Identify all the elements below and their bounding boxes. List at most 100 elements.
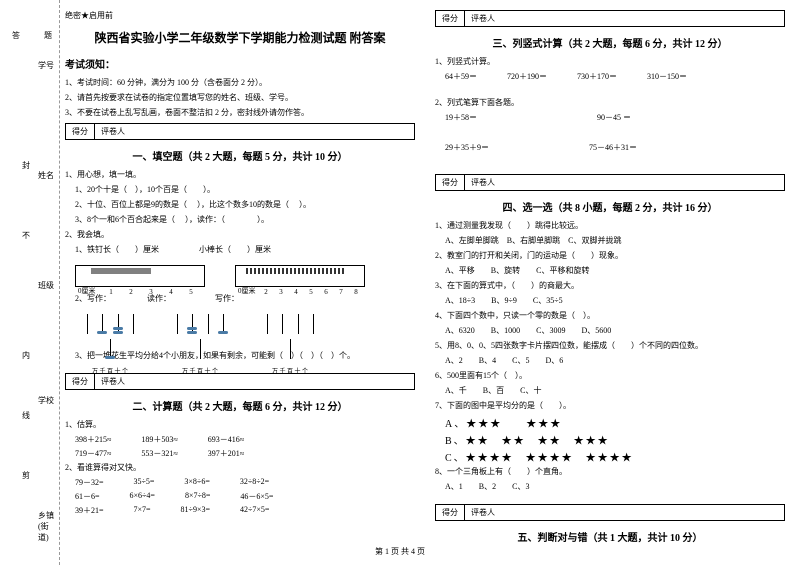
abacus-1: 万 千 百 十 个 (75, 314, 145, 344)
section-2-title: 二、计算题（共 2 大题，每题 6 分，共计 12 分） (65, 398, 415, 413)
score-box-2: 得分 评卷人 (65, 373, 415, 390)
s2-q2: 2、看谁算得对又快。 (65, 462, 415, 474)
s4-q1-opts: A、左脚单脚跳 B、右脚单脚跳 C、双脚并拢跳 (445, 235, 785, 247)
s4-q1: 1、通过测量我发现（ ）跳得比较远。 (435, 220, 785, 232)
s2-q2-r3-3: 81÷9×3= (181, 505, 210, 516)
score-box-1: 得分 评卷人 (65, 123, 415, 140)
abacus-2-labels: 万 千 百 十 个 (165, 366, 235, 375)
s2-q1-r2-1: 719－477≈ (75, 448, 111, 459)
score-label: 得分 (66, 124, 95, 139)
ruler-2-n4: 5 (309, 288, 313, 296)
s4-q8: 8、一个三角板上有（ ）个直角。 (435, 466, 785, 478)
binding-school-label: 乡镇(街道) (38, 510, 59, 543)
s4-q7: 7、下面的图中是平均分的是（ ）。 (435, 400, 785, 412)
binding-cut: 剪 (22, 470, 30, 481)
s2-q1-r1-2: 189＋503≈ (141, 434, 177, 445)
s2-q1-r1: 398＋215≈ 189＋503≈ 693－416≈ (75, 434, 415, 445)
ruler-2-n1: 2 (264, 288, 268, 296)
grader-label: 评卷人 (95, 124, 131, 139)
section-3-title: 三、列竖式计算（共 2 大题，每题 6 分，共计 12 分） (435, 35, 785, 50)
s4-q8-opts: A、1 B、2 C、3 (445, 481, 785, 493)
s2-q2-r3-4: 42÷7×5= (240, 505, 269, 516)
s2-q1: 1、估算。 (65, 419, 415, 431)
notice-3: 3、不要在试卷上乱写乱画，卷面不整洁扣 2 分，密封线外请勿作答。 (65, 107, 415, 118)
s2-q1-r1-1: 398＋215≈ (75, 434, 111, 445)
s2-q2-r2-1: 61－6= (75, 491, 100, 502)
ruler-1-unit: 0厘米 (78, 286, 96, 296)
s4-q6: 6、500里面有15个（ ）。 (435, 370, 785, 382)
abacus-2: 万 千 百 十 个 (165, 314, 235, 344)
s3-q1-r1: 64＋59＝ 720＋190＝ 730＋170＝ 310－150＝ (445, 71, 785, 82)
s4-q5: 5、用8、0、0、5四张数字卡片摆四位数，能摆成（ ）个不同的四位数。 (435, 340, 785, 352)
s3-q2-r2-2: 75－46＋31＝ (589, 142, 637, 153)
binding-line: 线 (22, 410, 30, 421)
s3-q2-r2: 29＋35＋9＝ 75－46＋31＝ (445, 142, 785, 153)
s3-q1-2: 720＋190＝ (507, 71, 547, 82)
s2-q2-r3-2: 7×7= (134, 505, 151, 516)
notice-2: 2、请首先按要求在试卷的指定位置填写您的姓名、班级、学号。 (65, 92, 415, 103)
s4-q4: 4、下面四个数中，只读一个零的数是（ ）。 (435, 310, 785, 322)
binding-margin: 乡镇(街道) 学校 班级 姓名 学号 剪 线 内 不 封 答 题 (0, 0, 60, 565)
s1-q1-1: 1、20个十是（ ），10个百是（ ）。 (75, 184, 415, 196)
s2-q1-r2-2: 553－321≈ (141, 448, 177, 459)
s2-q2-r1-2: 35÷5= (134, 477, 155, 488)
s2-q2-r1-1: 79－32= (75, 477, 104, 488)
notice-1: 1、考试时间：60 分钟，满分为 100 分（含卷面分 2 分）。 (65, 77, 415, 88)
notice-title: 考试须知： (65, 56, 415, 71)
score-box-5: 得分 评卷人 (435, 504, 785, 521)
binding-inner: 内 (22, 350, 30, 361)
grader-label-2: 评卷人 (95, 374, 131, 389)
s2-q2-r3: 39＋21= 7×7= 81÷9×3= 42÷7×5= (75, 505, 415, 516)
s2-q2-r1-3: 3×8÷6= (184, 477, 209, 488)
s3-q2-r1-2: 90－45 ＝ (597, 112, 631, 123)
ruler-1: 0厘米 1 2 3 4 5 (75, 265, 205, 287)
s2-q2-r2-2: 6×6÷4= (130, 491, 155, 502)
score-box-3: 得分 评卷人 (435, 10, 785, 27)
ruler-2-n5: 6 (324, 288, 328, 296)
s3-q1-3: 730＋170＝ (577, 71, 617, 82)
binding-answer: 答 题 (12, 30, 52, 41)
binding-school: 学校 (38, 395, 54, 406)
ruler-2-n2: 3 (279, 288, 283, 296)
score-label-4: 得分 (436, 175, 465, 190)
ruler-2: 0厘米 2 3 4 5 6 7 8 (235, 265, 365, 287)
abacus-row: 万 千 百 十 个 万 千 百 十 个 万 千 百 十 个 (75, 314, 405, 344)
score-box-4: 得分 评卷人 (435, 174, 785, 191)
ruler-1-n5: 5 (189, 288, 193, 296)
ruler-2-n6: 7 (339, 288, 343, 296)
abacus-3-labels: 万 千 百 十 个 (255, 366, 325, 375)
secret-mark: 绝密★启用前 (65, 10, 415, 21)
ruler-1-n4: 4 (169, 288, 173, 296)
right-column: 得分 评卷人 三、列竖式计算（共 2 大题，每题 6 分，共计 12 分） 1、… (435, 10, 785, 550)
binding-seal: 封 (22, 160, 30, 171)
s4-stars-b: B、★★ ★★ ★★ ★★★ (445, 432, 785, 447)
ruler-2-n7: 8 (354, 288, 358, 296)
s4-q3-opts: A、18÷3 B、9÷9 C、35÷5 (445, 295, 785, 307)
s1-q2: 2、我会填。 (65, 229, 415, 241)
score-label-3: 得分 (436, 11, 465, 26)
s4-stars-c: C、★★★★ ★★★★ ★★★★ (445, 449, 785, 464)
exam-title: 陕西省实验小学二年级数学下学期能力检测试题 附答案 (65, 29, 415, 46)
s1-q1-3: 3、8个一和6个百合起来是（ ），读作：（ ）。 (75, 214, 415, 226)
s4-q5-opts: A、2 B、4 C、5 D、6 (445, 355, 785, 367)
s2-q2-r2-4: 46－6×5= (240, 491, 273, 502)
section-4-title: 四、选一选（共 8 小题，每题 2 分，共计 16 分） (435, 199, 785, 214)
grader-label-5: 评卷人 (465, 505, 501, 520)
left-column: 绝密★启用前 陕西省实验小学二年级数学下学期能力检测试题 附答案 考试须知： 1… (65, 10, 415, 550)
s2-q2-r3-1: 39＋21= (75, 505, 104, 516)
ruler-2-stick (246, 268, 346, 274)
s3-q1-4: 310－150＝ (647, 71, 687, 82)
s2-q1-r2: 719－477≈ 553－321≈ 397＋201≈ (75, 448, 415, 459)
ruler-1-n2: 2 (129, 288, 133, 296)
s1-q1: 1、用心想，填一填。 (65, 169, 415, 181)
s2-q2-r1-4: 32÷8÷2= (240, 477, 269, 488)
ruler-1-n1: 1 (109, 288, 113, 296)
s2-q1-r1-3: 693－416≈ (208, 434, 244, 445)
score-label-2: 得分 (66, 374, 95, 389)
binding-class: 班级 (38, 280, 54, 291)
grader-label-4: 评卷人 (465, 175, 501, 190)
s2-q2-r2: 61－6= 6×6÷4= 8×7÷8= 46－6×5= (75, 491, 415, 502)
s1-q1-2: 2、十位、百位上都是9的数是（ ），比这个数多10的数是（ ）。 (75, 199, 415, 211)
binding-number: 学号 (38, 60, 54, 71)
s4-q3: 3、在下面的算式中，（ ）的商最大。 (435, 280, 785, 292)
